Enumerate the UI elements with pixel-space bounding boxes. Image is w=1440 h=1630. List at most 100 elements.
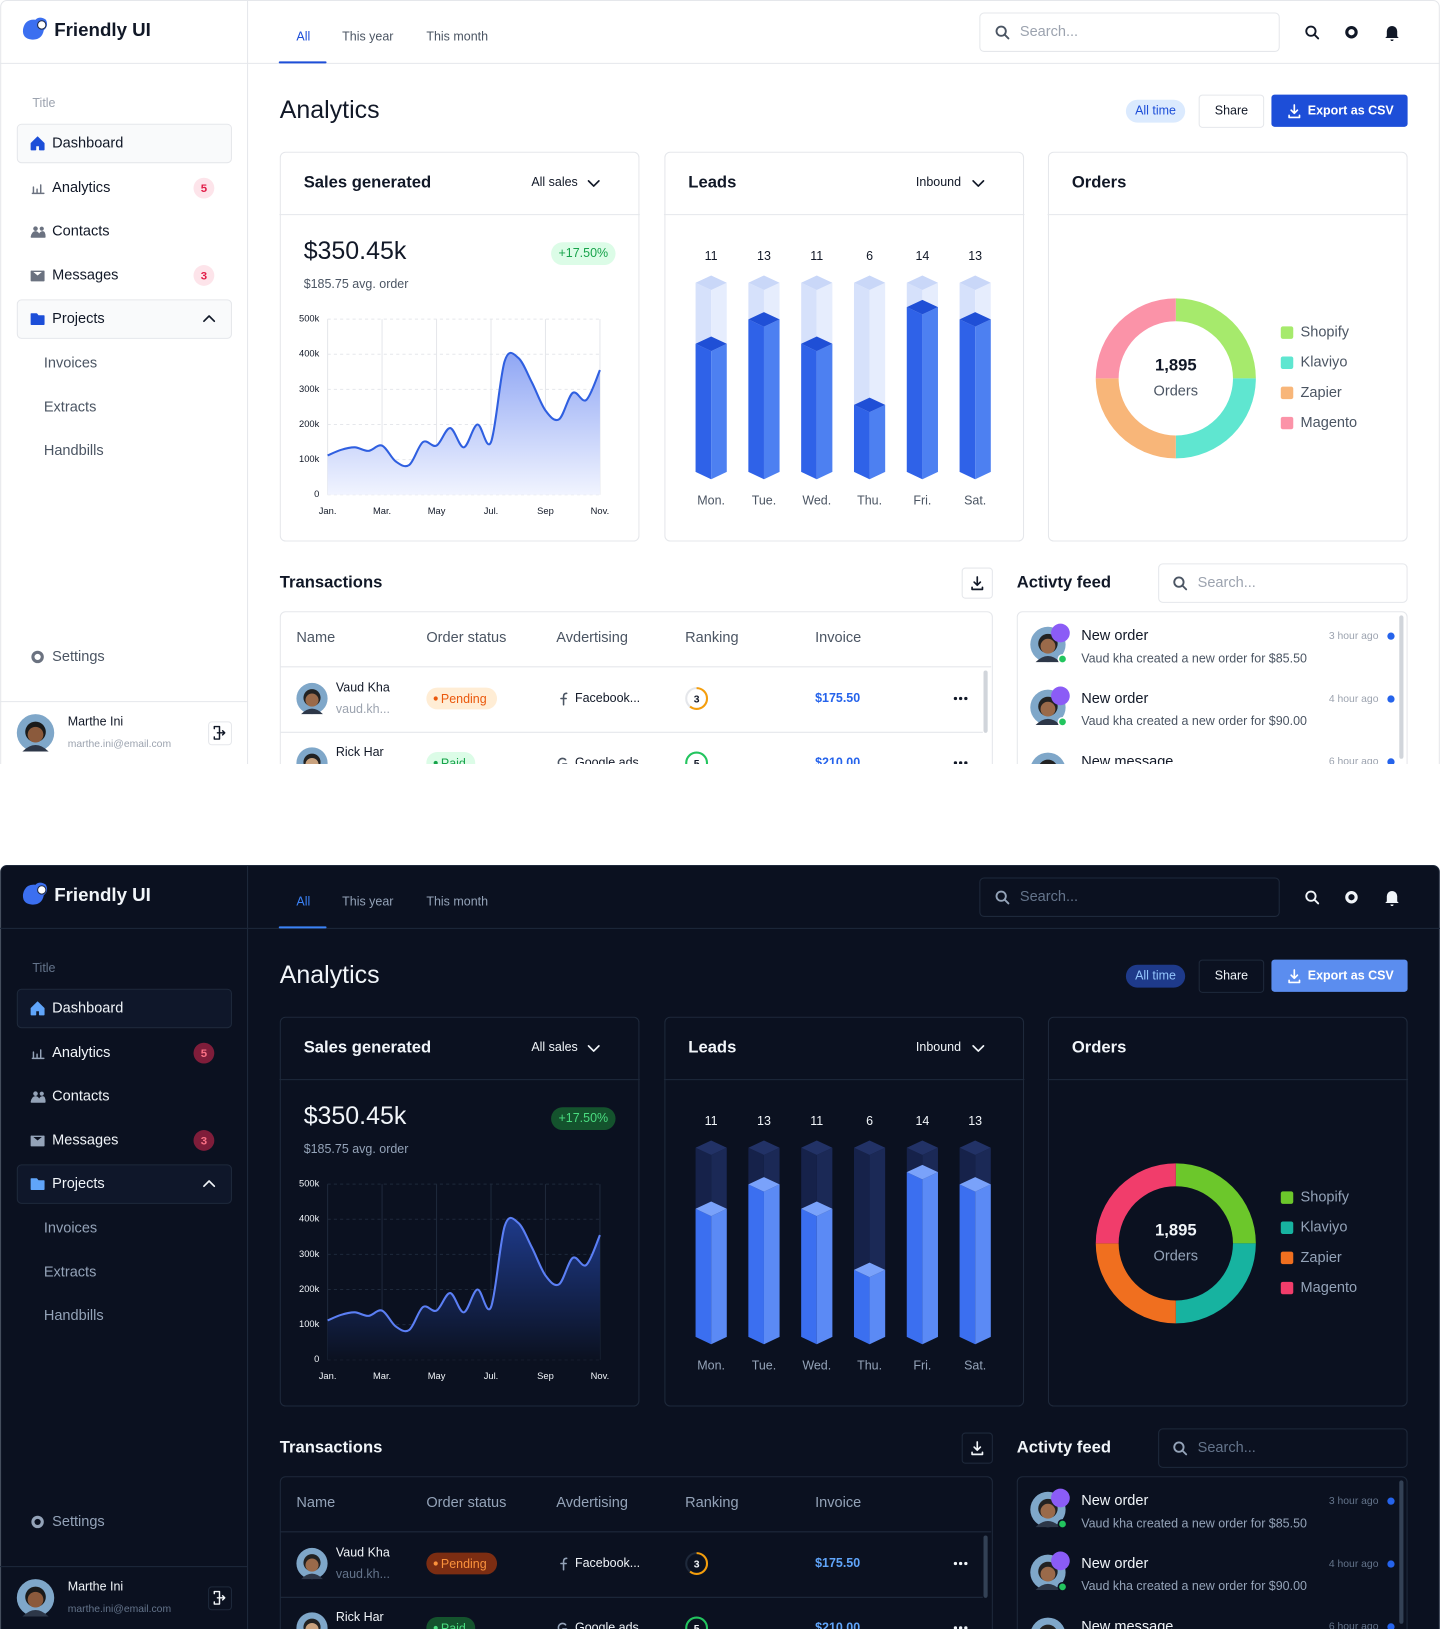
nav-subitem[interactable]: Invoices	[44, 356, 97, 372]
nav-settings[interactable]: Settings	[52, 1514, 105, 1530]
x-tick-label: Nov.	[591, 506, 610, 516]
nav-icon	[31, 1049, 45, 1060]
bar-right	[711, 343, 727, 480]
line-area	[327, 1217, 600, 1360]
download-button[interactable]	[961, 1432, 993, 1464]
card-filter[interactable]: All sales	[531, 175, 577, 189]
tab[interactable]: All	[296, 30, 310, 44]
bar-left	[748, 319, 764, 480]
ranking-value: 5	[694, 1624, 700, 1629]
logout-button[interactable]	[208, 1586, 232, 1611]
nav-item-bg	[16, 1164, 232, 1204]
customer-name: Rick Har	[336, 745, 384, 759]
nav-subitem[interactable]: Handbills	[44, 1308, 104, 1324]
search-icon	[1313, 33, 1320, 40]
nav-item[interactable]: Analytics	[52, 1045, 110, 1061]
nav-item[interactable]: Dashboard	[52, 1000, 123, 1016]
nav-icon	[30, 270, 45, 282]
nav-icon	[30, 1001, 45, 1016]
nav-item[interactable]: Messages	[52, 267, 118, 283]
bar-left	[801, 1208, 817, 1345]
nav-badge-count: 3	[201, 1136, 207, 1148]
user-email: marthe.ini@email.com	[68, 1604, 171, 1615]
nav-item[interactable]: Projects	[52, 311, 105, 327]
card-filter[interactable]: Inbound	[916, 1040, 961, 1054]
donut-slice	[1175, 378, 1256, 459]
bar-value-label: 14	[915, 249, 929, 263]
brand: Friendly UI	[54, 19, 151, 40]
feed-search[interactable]	[1158, 1428, 1408, 1468]
share-button[interactable]	[1198, 959, 1265, 993]
share-button[interactable]	[1198, 94, 1265, 128]
export-button[interactable]	[1271, 94, 1408, 127]
nav-badge-count: 5	[201, 183, 208, 195]
nav-subitem[interactable]: Invoices	[44, 1221, 97, 1237]
feed-search-placeholder: Search...	[1198, 575, 1256, 591]
bar-value-label: 11	[705, 249, 718, 263]
search-placeholder: Search...	[1020, 889, 1078, 905]
search-box[interactable]	[979, 12, 1280, 52]
nav-item[interactable]: Analytics	[52, 180, 110, 196]
customer-name: Vaud Kha	[336, 1545, 390, 1559]
bar	[853, 397, 886, 480]
bar-track-top	[906, 1140, 938, 1156]
bell-icon	[1385, 25, 1399, 42]
gear-icon	[31, 650, 44, 664]
tab[interactable]: This year	[342, 30, 393, 44]
legend-swatch	[1280, 416, 1294, 430]
y-tick-label: 300k	[299, 384, 320, 394]
card	[1047, 151, 1408, 542]
filter-pill[interactable]	[1125, 99, 1186, 123]
online-dot	[1057, 716, 1068, 727]
online-dot	[1057, 1581, 1068, 1592]
page-title: Analytics	[280, 961, 380, 989]
feed-title: New message	[1081, 754, 1173, 764]
gear-icon	[1349, 895, 1354, 899]
gear-icon	[1345, 890, 1358, 904]
tab[interactable]: This year	[342, 895, 393, 909]
nav-item[interactable]: Contacts	[52, 1089, 109, 1105]
feed-search[interactable]	[1158, 563, 1408, 603]
export-button[interactable]	[1271, 959, 1408, 992]
bar-value-label: 6	[866, 249, 873, 263]
bar-track-top	[801, 1140, 833, 1156]
avatar	[1040, 1566, 1056, 1582]
nav-item[interactable]: Contacts	[52, 224, 109, 240]
logout-button[interactable]	[208, 721, 232, 746]
tab[interactable]: This month	[426, 30, 488, 44]
nav-item[interactable]: Messages	[52, 1132, 118, 1148]
download-button[interactable]	[961, 567, 993, 599]
nav-settings[interactable]: Settings	[52, 649, 105, 665]
status-label: Pending	[441, 692, 487, 706]
x-tick-label: Thu.	[857, 493, 882, 507]
nav-badge-count: 3	[201, 271, 207, 283]
x-tick-label: Sep	[537, 506, 554, 516]
bar-right	[922, 1172, 938, 1345]
nav-subitem[interactable]: Extracts	[44, 1264, 97, 1280]
bar-right	[763, 1184, 780, 1345]
card	[1047, 1016, 1408, 1407]
nav-item[interactable]: Dashboard	[52, 135, 123, 151]
card-filter[interactable]: Inbound	[916, 175, 961, 189]
nav-subitem[interactable]: Extracts	[44, 399, 97, 415]
nav-icon	[30, 1135, 45, 1147]
status-label: Paid	[441, 1621, 466, 1629]
section-title: Title	[32, 96, 55, 110]
table-frame	[279, 1476, 993, 1629]
tab[interactable]: This month	[426, 895, 488, 909]
legend-swatch	[1280, 1191, 1294, 1204]
search-box[interactable]	[979, 877, 1280, 917]
nav-icon	[30, 136, 45, 151]
nav-subitem[interactable]: Handbills	[44, 443, 104, 459]
bar	[801, 336, 833, 480]
tab[interactable]: All	[296, 895, 310, 909]
chevron	[972, 1045, 985, 1052]
nav-badge	[193, 265, 215, 286]
nav-item[interactable]: Projects	[52, 1176, 105, 1192]
status-pill	[426, 1552, 498, 1575]
x-tick-label: Wed.	[802, 493, 831, 507]
bar-value-label: 14	[915, 1114, 929, 1128]
card-filter[interactable]: All sales	[531, 1040, 577, 1054]
legend-swatch	[1280, 356, 1294, 370]
filter-pill[interactable]	[1125, 964, 1186, 988]
